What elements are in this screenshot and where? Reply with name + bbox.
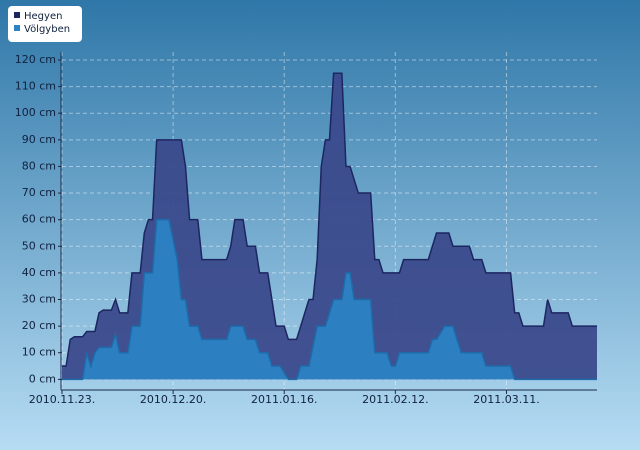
y-tick-label: 80 cm	[22, 159, 56, 172]
y-tick-label: 0 cm	[29, 372, 56, 385]
area-fill	[62, 73, 597, 380]
y-tick-label: 10 cm	[22, 346, 56, 359]
y-tick-label: 40 cm	[22, 266, 56, 279]
x-tick-label: 2011.01.16.	[251, 393, 317, 406]
legend: Hegyen Völgyben	[8, 6, 82, 42]
y-tick-label: 90 cm	[22, 133, 56, 146]
legend-label: Völgyben	[24, 24, 70, 35]
y-tick-label: 60 cm	[22, 213, 56, 226]
x-tick-label: 2011.02.12.	[362, 393, 428, 406]
y-tick-label: 100 cm	[15, 106, 56, 119]
legend-box	[8, 6, 82, 42]
y-tick-label: 120 cm	[15, 53, 56, 66]
x-tick-label: 2010.11.23.	[29, 393, 95, 406]
y-tick-label: 20 cm	[22, 319, 56, 332]
area-line	[62, 72, 597, 367]
legend-swatch	[14, 12, 20, 18]
x-tick-label: 2011.03.11.	[473, 393, 539, 406]
legend-label: Hegyen	[24, 11, 62, 22]
y-tick-label: 30 cm	[22, 293, 56, 306]
y-tick-label: 110 cm	[15, 80, 56, 93]
y-tick-label: 70 cm	[22, 186, 56, 199]
legend-swatch	[14, 25, 20, 31]
area-fill	[62, 219, 597, 380]
x-tick-label: 2010.12.20.	[140, 393, 206, 406]
y-tick-label: 50 cm	[22, 239, 56, 252]
area-line	[62, 218, 597, 381]
